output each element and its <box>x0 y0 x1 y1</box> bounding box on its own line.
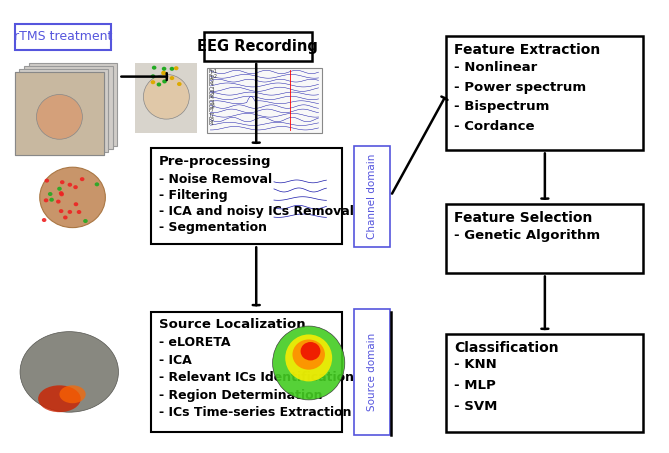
Text: - MLP: - MLP <box>454 379 496 392</box>
Text: Source domain: Source domain <box>367 333 377 411</box>
Ellipse shape <box>151 74 155 78</box>
Ellipse shape <box>292 339 325 370</box>
FancyBboxPatch shape <box>151 148 341 245</box>
Text: C3: C3 <box>208 87 215 92</box>
Text: - SVM: - SVM <box>454 400 498 413</box>
Ellipse shape <box>161 71 166 75</box>
FancyBboxPatch shape <box>446 204 644 274</box>
Text: F3: F3 <box>208 78 214 83</box>
Ellipse shape <box>74 202 78 206</box>
FancyBboxPatch shape <box>151 312 341 432</box>
Ellipse shape <box>38 386 81 412</box>
Ellipse shape <box>162 67 167 71</box>
Text: - Power spectrum: - Power spectrum <box>454 81 587 94</box>
Text: Fp2: Fp2 <box>208 74 217 79</box>
Text: C4: C4 <box>208 91 215 96</box>
Text: T7: T7 <box>208 113 215 118</box>
Text: Source Localization: Source Localization <box>159 318 306 331</box>
Ellipse shape <box>48 192 52 196</box>
Text: - Relevant ICs Identification: - Relevant ICs Identification <box>159 371 354 384</box>
Ellipse shape <box>170 76 174 80</box>
Text: - Segmentation: - Segmentation <box>159 221 267 234</box>
Ellipse shape <box>43 198 48 202</box>
FancyBboxPatch shape <box>19 69 108 152</box>
Ellipse shape <box>285 334 332 381</box>
Text: - Cordance: - Cordance <box>454 120 535 133</box>
Ellipse shape <box>37 95 82 139</box>
Ellipse shape <box>59 209 64 213</box>
Ellipse shape <box>177 82 181 86</box>
Ellipse shape <box>59 191 64 195</box>
Text: - Bispectrum: - Bispectrum <box>454 100 550 113</box>
FancyBboxPatch shape <box>135 63 197 133</box>
Ellipse shape <box>50 198 54 202</box>
FancyBboxPatch shape <box>15 24 110 50</box>
FancyBboxPatch shape <box>29 63 117 146</box>
Text: - ICA: - ICA <box>159 354 192 366</box>
Text: P3: P3 <box>208 117 214 122</box>
Text: - ICA and noisy ICs Removal: - ICA and noisy ICs Removal <box>159 205 354 218</box>
Ellipse shape <box>273 326 345 400</box>
Ellipse shape <box>60 180 64 184</box>
Ellipse shape <box>77 210 82 214</box>
Text: - Noise Removal: - Noise Removal <box>159 173 272 186</box>
Ellipse shape <box>73 185 78 189</box>
Ellipse shape <box>68 183 72 187</box>
Text: - Genetic Algorithm: - Genetic Algorithm <box>454 229 601 242</box>
Ellipse shape <box>151 80 155 84</box>
Ellipse shape <box>157 82 161 87</box>
Ellipse shape <box>80 177 84 181</box>
Text: - Filtering: - Filtering <box>159 189 227 202</box>
Ellipse shape <box>60 386 86 403</box>
Ellipse shape <box>63 216 68 220</box>
Text: rTMS treatment: rTMS treatment <box>14 30 112 43</box>
FancyBboxPatch shape <box>271 173 330 224</box>
Ellipse shape <box>162 79 167 83</box>
Ellipse shape <box>45 178 49 183</box>
FancyBboxPatch shape <box>15 72 104 155</box>
FancyBboxPatch shape <box>446 36 644 150</box>
FancyBboxPatch shape <box>204 32 312 61</box>
Ellipse shape <box>300 342 320 361</box>
Text: Feature Extraction: Feature Extraction <box>454 43 601 57</box>
Text: EEG Recording: EEG Recording <box>197 39 318 54</box>
Text: - Region Determination: - Region Determination <box>159 389 322 402</box>
FancyBboxPatch shape <box>24 66 112 149</box>
Text: Fp1: Fp1 <box>208 69 217 74</box>
Ellipse shape <box>174 66 179 70</box>
FancyBboxPatch shape <box>15 72 104 155</box>
Ellipse shape <box>161 71 166 75</box>
FancyBboxPatch shape <box>354 309 390 434</box>
Ellipse shape <box>39 167 105 227</box>
Ellipse shape <box>94 182 99 186</box>
Ellipse shape <box>83 219 88 223</box>
Ellipse shape <box>170 67 174 71</box>
Text: - Nonlinear: - Nonlinear <box>454 61 538 74</box>
Text: Feature Selection: Feature Selection <box>454 211 593 225</box>
FancyBboxPatch shape <box>354 146 390 246</box>
Ellipse shape <box>143 74 189 119</box>
Ellipse shape <box>152 66 157 70</box>
Ellipse shape <box>56 200 61 203</box>
Text: Classification: Classification <box>454 341 559 355</box>
Ellipse shape <box>20 332 118 412</box>
Text: F4: F4 <box>208 82 214 87</box>
Ellipse shape <box>68 210 72 214</box>
Text: - ICs Time-series Extraction: - ICs Time-series Extraction <box>159 406 352 419</box>
Text: - eLORETA: - eLORETA <box>159 336 231 349</box>
Text: O1: O1 <box>208 100 215 105</box>
Text: - KNN: - KNN <box>454 358 497 371</box>
Text: P1: P1 <box>208 121 214 126</box>
Text: Pre-processing: Pre-processing <box>159 155 272 168</box>
Text: Channel domain: Channel domain <box>367 154 377 239</box>
Ellipse shape <box>60 193 64 196</box>
FancyBboxPatch shape <box>446 334 644 432</box>
Text: F7: F7 <box>208 108 214 113</box>
Text: O2: O2 <box>208 104 215 109</box>
FancyBboxPatch shape <box>207 67 322 133</box>
Ellipse shape <box>57 187 62 191</box>
Ellipse shape <box>42 218 46 222</box>
Text: P4: P4 <box>208 96 214 101</box>
